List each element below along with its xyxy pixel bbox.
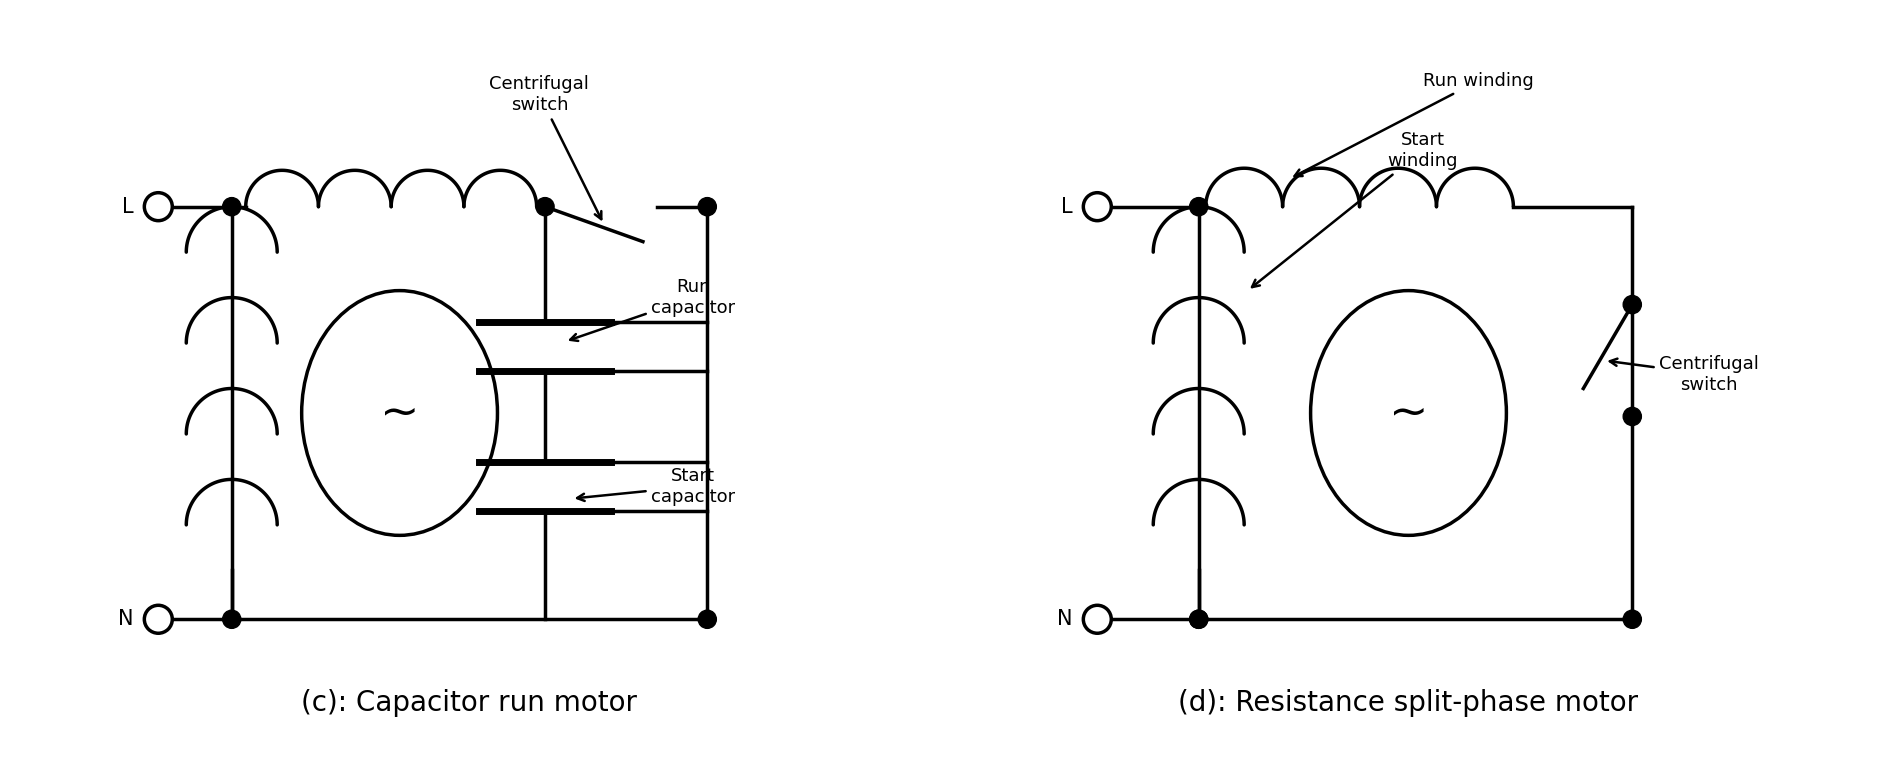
Text: Run winding: Run winding <box>1294 71 1534 176</box>
Text: L: L <box>1061 197 1072 217</box>
Text: N: N <box>1057 609 1072 629</box>
Circle shape <box>223 610 240 629</box>
Circle shape <box>1623 610 1641 629</box>
Circle shape <box>1084 193 1112 221</box>
Circle shape <box>535 197 554 216</box>
Text: Start
capacitor: Start capacitor <box>577 467 736 506</box>
Circle shape <box>1189 610 1208 629</box>
Text: Run
capacitor: Run capacitor <box>571 278 736 341</box>
Circle shape <box>1623 407 1641 426</box>
Text: L: L <box>122 197 133 217</box>
Text: N: N <box>118 609 133 629</box>
Circle shape <box>1189 610 1208 629</box>
Text: (c): Capacitor run motor: (c): Capacitor run motor <box>302 689 637 717</box>
Text: ~: ~ <box>379 391 419 435</box>
Circle shape <box>223 197 240 216</box>
Circle shape <box>145 193 173 221</box>
Circle shape <box>1084 605 1112 633</box>
Circle shape <box>1189 197 1208 216</box>
Text: Centrifugal
switch: Centrifugal switch <box>490 75 601 219</box>
Circle shape <box>1623 295 1641 314</box>
Circle shape <box>699 610 716 629</box>
Text: ~: ~ <box>1388 391 1429 435</box>
Circle shape <box>145 605 173 633</box>
Text: Start
winding: Start winding <box>1253 131 1457 287</box>
Text: Centrifugal
switch: Centrifugal switch <box>1609 355 1760 394</box>
Circle shape <box>699 197 716 216</box>
Text: (d): Resistance split-phase motor: (d): Resistance split-phase motor <box>1178 689 1639 717</box>
